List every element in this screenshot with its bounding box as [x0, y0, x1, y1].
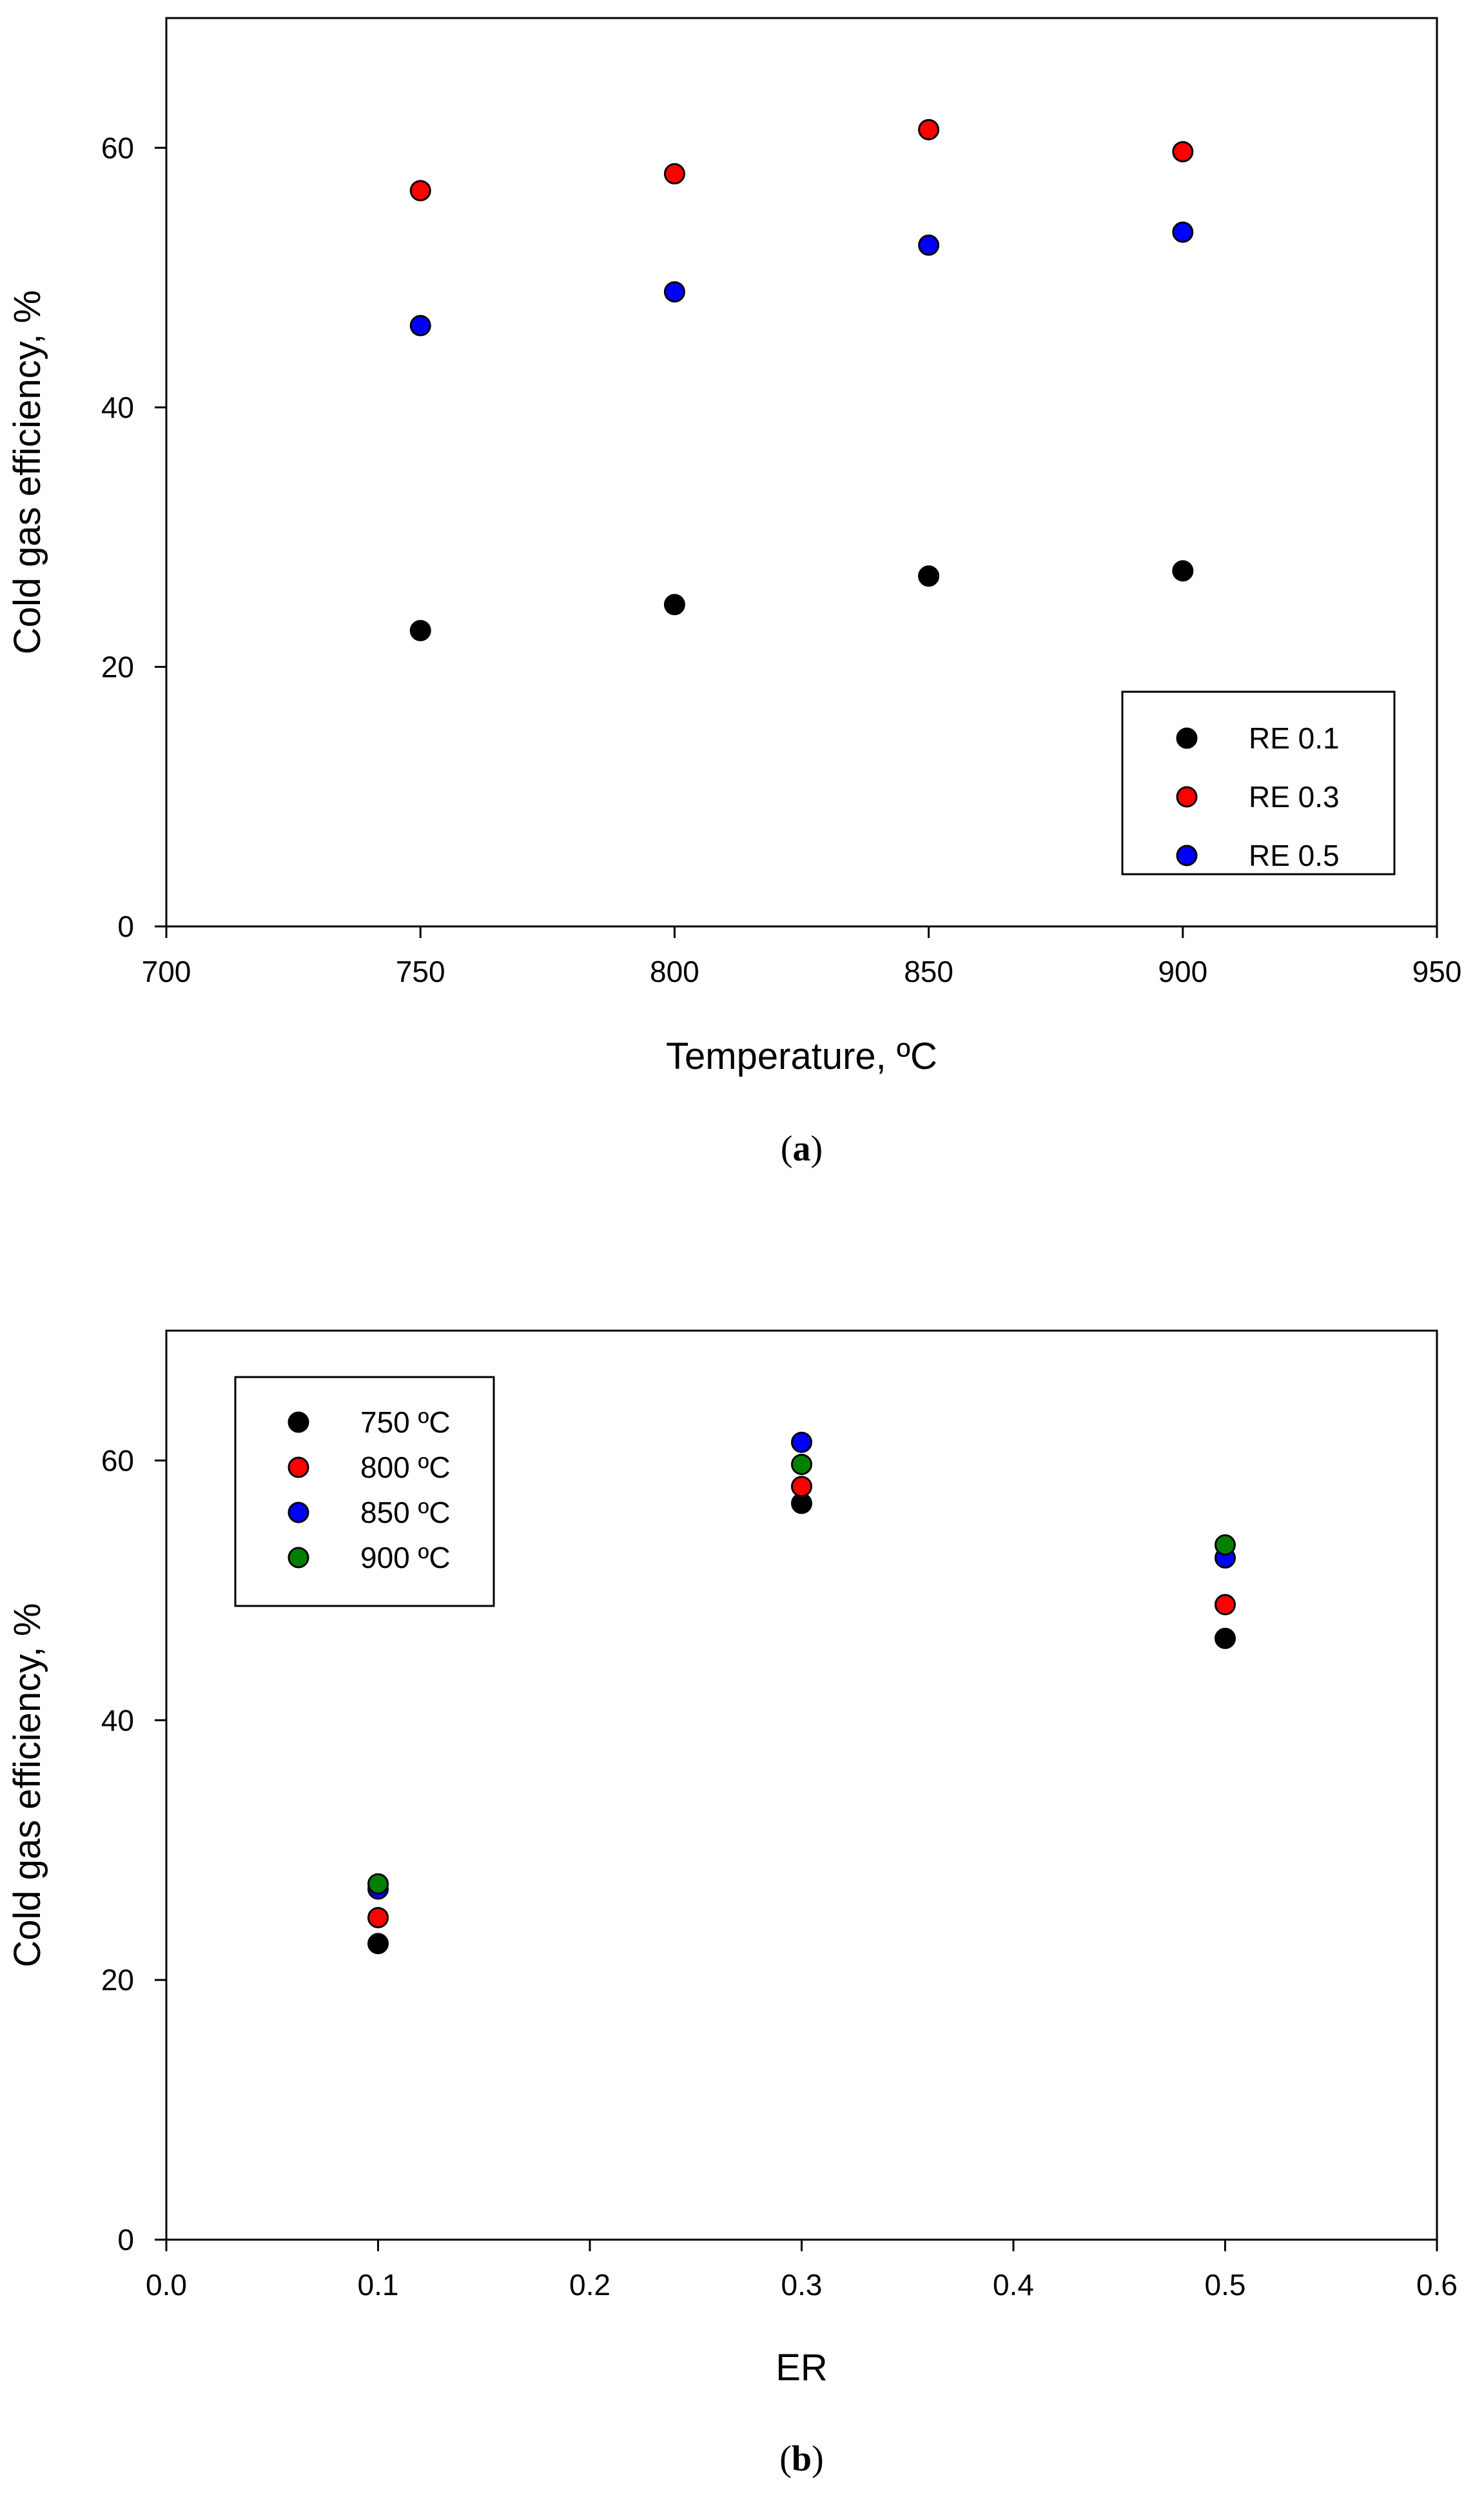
figure-caption: (b)	[779, 2439, 823, 2479]
caption-paren-close: )	[812, 2439, 824, 2479]
x-tick-label: 700	[142, 955, 191, 988]
caption-paren-close: )	[811, 1129, 823, 1169]
x-axis-title: Temperature, ºC	[666, 1035, 937, 1077]
x-tick-label: 0.0	[146, 2268, 187, 2302]
legend-box	[1121, 690, 1396, 875]
data-point-re-0-5	[1172, 221, 1194, 243]
y-tick-label: 40	[101, 391, 134, 424]
legend-label: RE 0.3	[1249, 780, 1340, 814]
x-tick-label: 0.5	[1205, 2268, 1246, 2302]
x-tick-label: 0.1	[358, 2268, 399, 2302]
x-tick-label: 0.6	[1416, 2268, 1458, 2302]
y-tick-label: 40	[101, 1703, 134, 1737]
data-point-900-c	[791, 1453, 812, 1475]
data-point-750-c	[367, 1933, 389, 1955]
legend-marker	[288, 1501, 309, 1523]
x-tick-label: 0.3	[781, 2268, 823, 2302]
legend-marker	[288, 1411, 309, 1433]
data-point-re-0-3	[663, 163, 685, 185]
y-tick-label: 0	[117, 910, 134, 943]
caption-paren-open: (	[779, 2439, 792, 2479]
chart-a: 700 750 800 850 900 950 0 20 40 60 Temperature, ºC…	[6, 17, 1462, 1169]
legend-marker	[1176, 845, 1198, 866]
data-point-re-0-5	[409, 315, 431, 337]
legend-label: RE 0.1	[1249, 721, 1340, 755]
data-point-re-0-3	[1172, 141, 1194, 162]
y-tick-label: 20	[101, 1963, 134, 1997]
data-point-850-c	[791, 1431, 812, 1453]
data-point-re-0-5	[918, 234, 940, 256]
x-tick-label: 750	[396, 955, 445, 988]
y-axis-title: Cold gas efficiency, %	[6, 290, 48, 654]
y-tick-label: 0	[117, 2223, 134, 2256]
caption-paren-open: (	[781, 1129, 793, 1169]
data-point-re-0-1	[918, 565, 940, 587]
data-point-750-c	[1215, 1627, 1236, 1649]
x-tick-label: 900	[1158, 955, 1207, 988]
data-point-re-0-1	[1172, 560, 1194, 582]
data-point-800-c	[367, 1906, 389, 1928]
data-point-re-0-3	[409, 180, 431, 202]
x-tick-label: 800	[650, 955, 699, 988]
caption-letter: a	[793, 1129, 811, 1169]
data-point-re-0-1	[409, 620, 431, 641]
x-axis-title: ER	[776, 2347, 828, 2389]
y-tick-label: 20	[101, 650, 134, 683]
legend-box	[234, 1376, 495, 1607]
plot-frame	[165, 17, 1438, 928]
data-point-900-c	[367, 1873, 389, 1895]
data-point-re-0-3	[918, 119, 940, 141]
legend-label: 800 ºC	[360, 1451, 451, 1484]
data-point-re-0-5	[663, 281, 685, 303]
x-tick-label: 0.2	[569, 2268, 610, 2302]
legend-marker	[1176, 727, 1198, 749]
legend-label: 900 ºC	[360, 1541, 451, 1574]
caption-letter: b	[792, 2439, 812, 2479]
legend-marker	[288, 1456, 309, 1478]
data-point-800-c	[791, 1476, 812, 1498]
legend: 750 ºC 800 ºC 850 ºC 900 ºC	[234, 1376, 495, 1607]
data-point-re-0-1	[663, 594, 685, 616]
legend: RE 0.1 RE 0.3 RE 0.5	[1121, 690, 1396, 875]
y-axis-title: Cold gas efficiency, %	[6, 1603, 48, 1967]
x-tick-label: 950	[1412, 955, 1462, 988]
legend-label: 850 ºC	[360, 1496, 451, 1529]
data-point-900-c	[1215, 1534, 1236, 1556]
data-point-800-c	[1215, 1594, 1236, 1616]
x-tick-label: 0.4	[993, 2268, 1034, 2302]
y-tick-label: 60	[101, 131, 134, 164]
chart-b: 0.0 0.1 0.2 0.3 0.4 0.5 0.6 0 20 40 60 ER Cold gas e…	[6, 1329, 1458, 2479]
legend-marker	[288, 1547, 309, 1569]
legend-marker	[1176, 786, 1198, 808]
legend-label: RE 0.5	[1249, 839, 1340, 872]
legend-label: 750 ºC	[360, 1405, 451, 1439]
figure-caption: (a)	[781, 1129, 823, 1169]
y-tick-label: 60	[101, 1443, 134, 1477]
x-tick-label: 850	[904, 955, 953, 988]
